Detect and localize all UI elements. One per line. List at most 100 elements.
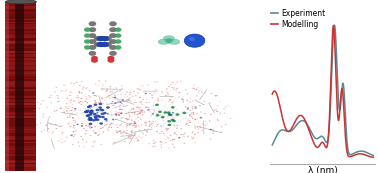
Circle shape: [121, 117, 123, 118]
Circle shape: [221, 126, 222, 127]
Bar: [5, 62, 37, 64]
Circle shape: [78, 118, 79, 119]
Circle shape: [186, 123, 187, 124]
Bar: [5, 121, 37, 123]
Circle shape: [74, 108, 76, 110]
Circle shape: [154, 93, 155, 94]
Circle shape: [110, 91, 112, 92]
Circle shape: [170, 119, 171, 120]
Bar: [5, 155, 37, 157]
Circle shape: [85, 88, 87, 89]
Circle shape: [90, 111, 91, 112]
Circle shape: [71, 83, 72, 84]
Circle shape: [90, 114, 91, 115]
Circle shape: [136, 140, 138, 141]
Circle shape: [187, 136, 189, 137]
Bar: [5, 7, 37, 9]
Bar: [5, 83, 37, 85]
Circle shape: [131, 120, 133, 121]
Circle shape: [141, 110, 143, 111]
Circle shape: [171, 114, 172, 115]
Circle shape: [150, 112, 152, 113]
Circle shape: [155, 117, 156, 118]
Circle shape: [91, 58, 98, 63]
Circle shape: [173, 107, 174, 108]
Bar: [5, 97, 37, 99]
Bar: [5, 119, 37, 120]
Circle shape: [191, 113, 192, 114]
Circle shape: [77, 112, 78, 113]
Circle shape: [119, 91, 121, 92]
Circle shape: [96, 109, 99, 111]
Circle shape: [162, 115, 163, 116]
Circle shape: [185, 106, 187, 107]
Circle shape: [167, 117, 168, 118]
Circle shape: [167, 93, 169, 94]
Circle shape: [67, 117, 68, 118]
Circle shape: [99, 36, 106, 41]
Circle shape: [192, 106, 193, 107]
Circle shape: [129, 138, 130, 139]
Circle shape: [165, 128, 167, 129]
Circle shape: [48, 128, 49, 129]
Circle shape: [87, 116, 88, 117]
Circle shape: [152, 97, 153, 98]
Circle shape: [216, 111, 217, 112]
Circle shape: [116, 132, 118, 133]
Circle shape: [165, 104, 166, 105]
Circle shape: [203, 104, 204, 105]
Circle shape: [161, 147, 162, 148]
Circle shape: [75, 130, 77, 131]
Circle shape: [132, 96, 134, 97]
Circle shape: [60, 126, 62, 127]
Circle shape: [152, 113, 154, 115]
Bar: [5, 137, 37, 139]
Circle shape: [81, 98, 82, 99]
Circle shape: [171, 115, 172, 116]
Circle shape: [130, 101, 131, 102]
Circle shape: [152, 119, 153, 120]
Circle shape: [189, 110, 191, 111]
Circle shape: [195, 119, 196, 120]
Circle shape: [221, 131, 223, 133]
Circle shape: [169, 99, 171, 101]
Bar: [5, 96, 37, 98]
Circle shape: [69, 110, 71, 111]
Circle shape: [188, 125, 189, 126]
Circle shape: [118, 114, 119, 115]
Circle shape: [52, 132, 54, 133]
Circle shape: [90, 127, 93, 128]
Circle shape: [123, 131, 125, 133]
Circle shape: [99, 108, 103, 111]
Circle shape: [94, 132, 96, 133]
Bar: [5, 170, 37, 171]
Circle shape: [89, 118, 93, 120]
Circle shape: [167, 94, 169, 95]
Bar: [5, 107, 37, 109]
Circle shape: [128, 112, 129, 113]
Circle shape: [160, 125, 162, 126]
Circle shape: [213, 131, 214, 132]
Circle shape: [78, 107, 79, 108]
Circle shape: [81, 125, 83, 127]
Circle shape: [167, 111, 169, 112]
Circle shape: [199, 90, 200, 91]
Circle shape: [223, 108, 225, 109]
Circle shape: [91, 112, 94, 113]
Circle shape: [70, 92, 71, 93]
Circle shape: [139, 130, 140, 131]
Circle shape: [56, 110, 57, 111]
Circle shape: [40, 122, 42, 124]
Bar: [5, 35, 37, 37]
Circle shape: [89, 33, 96, 38]
Circle shape: [115, 98, 116, 99]
Circle shape: [228, 106, 230, 107]
Circle shape: [176, 113, 180, 116]
Circle shape: [84, 34, 90, 38]
Circle shape: [63, 90, 65, 92]
Circle shape: [171, 113, 172, 114]
Circle shape: [103, 115, 104, 116]
Circle shape: [68, 123, 70, 124]
Circle shape: [172, 87, 173, 88]
Circle shape: [155, 104, 159, 106]
